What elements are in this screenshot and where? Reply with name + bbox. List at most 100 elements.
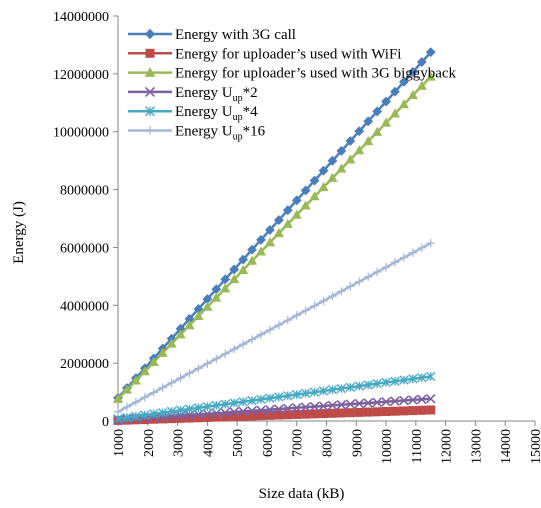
data-point [318,182,329,192]
data-point [300,185,311,196]
data-point [363,135,374,146]
data-point [193,403,204,413]
data-point [175,405,186,415]
data-point [211,292,222,302]
data-point [389,108,401,118]
data-point [426,405,436,415]
legend-label: Energy for uploader’s used with 3G biggy… [175,66,457,82]
data-point [122,402,132,412]
data-point [354,126,365,137]
legend-entry-3: Energy Uup*2 [128,85,258,104]
data-point [113,407,123,416]
data-point [319,409,329,419]
data-point [372,397,382,408]
data-point [381,117,392,127]
x-tick-label: 15000 [529,429,541,464]
data-point [122,412,132,423]
data-point [390,258,400,267]
data-point [327,172,338,182]
plot-series [112,47,436,425]
data-point [408,406,418,416]
data-point [202,409,213,419]
data-point [274,392,284,402]
data-point [291,209,302,219]
legend-entry-2: Energy for uploader’s used with 3G biggy… [128,66,457,82]
data-point [229,398,239,408]
data-point [238,254,249,265]
data-point [140,410,150,420]
series-3 [113,393,436,425]
y-tick-label: 4000000 [60,299,109,314]
data-point [336,383,347,394]
data-point [345,408,355,418]
data-point [282,205,293,216]
data-point [283,391,293,401]
data-point [238,397,248,407]
data-point [158,383,167,392]
data-point [416,80,427,90]
data-point [176,373,185,383]
data-point [355,277,364,286]
legend-entry-4: Energy Uup*4 [128,104,258,123]
data-point [256,405,266,415]
data-point [140,393,150,402]
data-point [417,243,427,253]
data-point [381,396,391,407]
data-point [265,325,275,335]
data-point [372,378,382,389]
data-point [336,146,347,156]
data-point [273,228,284,238]
data-point [246,255,258,265]
data-point [354,381,364,391]
data-point [336,399,347,410]
data-point [408,248,418,257]
data-point [390,376,400,386]
data-point [264,237,275,247]
data-point [345,136,356,146]
data-point [300,200,311,210]
legend-label: Energy for uploader’s used with WiFi [175,46,401,62]
data-point [157,347,168,357]
data-point [265,393,275,403]
x-tick-label: 7000 [291,429,306,457]
legend-swatch-marker [145,106,155,117]
y-tick-label: 2000000 [60,357,109,372]
data-point [139,366,150,376]
data-point [256,394,266,405]
x-tick-label: 9000 [350,429,365,457]
data-point [336,408,346,418]
series-line [117,241,432,413]
data-point [363,407,373,417]
data-point [417,372,427,383]
data-point [300,388,311,399]
data-point [310,409,320,419]
tick-labels: 0 2000000 4000000 6000000 8000000 10000000 120… [53,10,541,464]
series-line [117,397,431,422]
data-point [318,386,329,396]
y-tick-label: 0 [102,415,109,430]
data-point [184,404,195,414]
data-point [381,377,391,388]
data-point [131,411,141,421]
x-tick-label: 12000 [440,429,455,464]
data-point [229,344,239,354]
data-point [238,340,248,349]
series-0 [113,47,436,403]
legend-entry-0: Energy with 3G call [128,27,296,43]
data-point [425,393,436,404]
data-point [247,335,257,344]
data-point [425,47,436,58]
data-point [381,96,391,107]
data-point [398,99,409,109]
x-tick-label: 11000 [410,429,425,463]
legend-swatch-marker [145,126,155,135]
data-point [247,406,257,416]
data-point [310,301,319,310]
data-point [291,195,302,206]
data-point [327,155,338,166]
data-point [265,410,275,420]
x-tick-label: 5000 [231,429,246,457]
legend-swatch-marker [144,86,156,97]
data-point [372,407,382,417]
data-point [131,397,141,407]
